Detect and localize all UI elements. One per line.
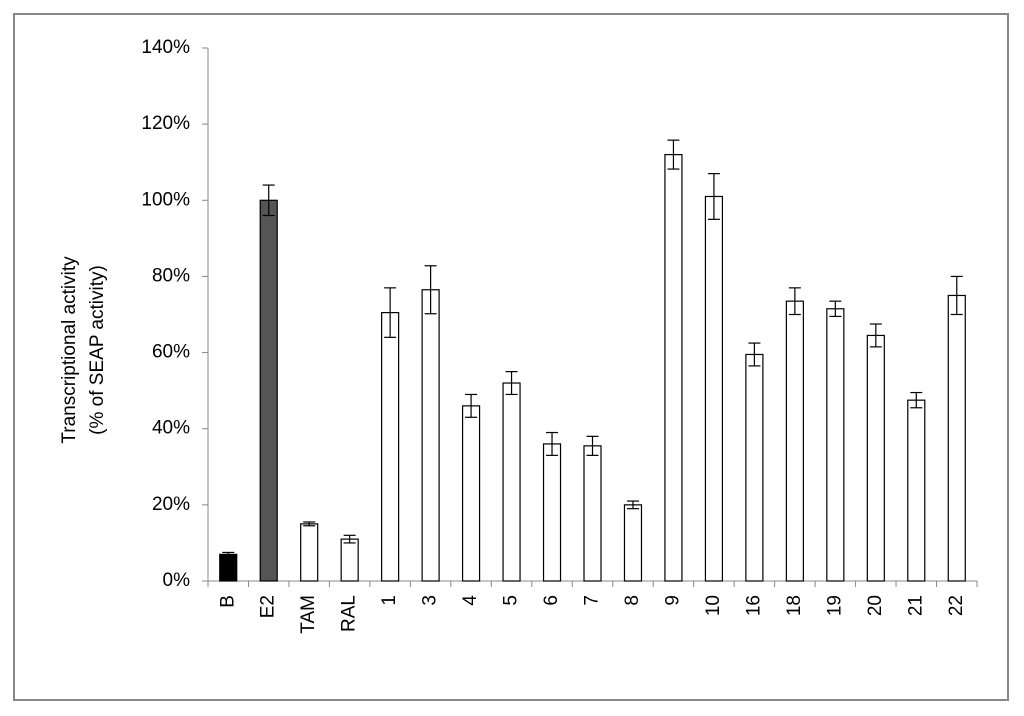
bar <box>664 154 683 582</box>
x-tick-label: 8 <box>622 595 643 606</box>
x-tick-label: 7 <box>582 595 603 606</box>
bar <box>745 353 764 582</box>
bar <box>421 289 440 582</box>
error-bar <box>343 534 356 544</box>
x-tick-label: 21 <box>905 595 926 616</box>
bar <box>542 443 562 582</box>
bar <box>381 311 400 582</box>
y-tick-label: 80% <box>152 265 190 286</box>
bar <box>785 300 804 582</box>
error-bar <box>950 275 963 316</box>
x-tick-label: 22 <box>946 595 967 616</box>
y-tick-label: 140% <box>141 37 190 58</box>
x-tick-label: 19 <box>824 595 845 616</box>
error-bar <box>586 435 599 456</box>
x-tick-label: 9 <box>662 595 683 606</box>
y-tick-label: 20% <box>152 494 190 515</box>
error-bar <box>829 300 842 318</box>
x-tick-label: B <box>217 595 238 608</box>
bar <box>502 382 521 582</box>
y-tick-label: 40% <box>152 418 190 439</box>
error-bar <box>465 393 478 418</box>
error-bar <box>707 173 720 220</box>
y-tick-label: 120% <box>141 113 190 134</box>
error-bar <box>262 184 275 217</box>
error-bar <box>384 287 397 338</box>
error-bar <box>748 342 761 367</box>
error-bar <box>869 323 882 348</box>
bar <box>947 294 966 582</box>
bar <box>461 405 481 582</box>
bar <box>704 195 724 582</box>
x-tick-label: 10 <box>703 595 724 616</box>
error-bar <box>303 521 316 527</box>
bar <box>826 308 845 582</box>
bar <box>866 334 885 582</box>
x-tick-label: 6 <box>541 595 562 606</box>
bar <box>340 538 359 582</box>
error-bar <box>626 500 639 510</box>
x-tick-label: 18 <box>784 595 805 616</box>
y-tick-label: 0% <box>163 570 191 591</box>
bar <box>583 445 602 582</box>
bar <box>219 553 238 582</box>
y-tick-label: 60% <box>152 342 190 363</box>
error-bar <box>222 551 235 557</box>
error-bar <box>788 287 801 316</box>
x-tick-label: 16 <box>743 595 764 616</box>
bar <box>907 399 926 582</box>
error-bar <box>505 371 518 396</box>
error-bar <box>424 265 437 315</box>
y-tick-label: 100% <box>141 189 190 210</box>
x-tick-label: 4 <box>460 595 481 606</box>
bar <box>300 523 319 582</box>
x-tick-label: 1 <box>379 595 400 606</box>
x-tick-label: RAL <box>339 595 360 632</box>
x-tick-label: TAM <box>298 595 319 634</box>
bar <box>259 199 278 582</box>
x-tick-label: 3 <box>420 595 441 606</box>
x-tick-label: E2 <box>258 595 279 618</box>
y-axis-title: Transcriptional activity (% of SEAP acti… <box>59 256 108 444</box>
y-axis-title-line: Transcriptional activity <box>59 256 80 444</box>
error-bar <box>546 431 559 456</box>
x-tick-label: 5 <box>501 595 522 606</box>
y-axis-title-line: (% of SEAP activity) <box>87 265 108 435</box>
x-tick-label: 20 <box>865 595 886 616</box>
error-bar <box>910 391 923 409</box>
error-bar <box>667 139 680 170</box>
bar <box>623 504 643 582</box>
